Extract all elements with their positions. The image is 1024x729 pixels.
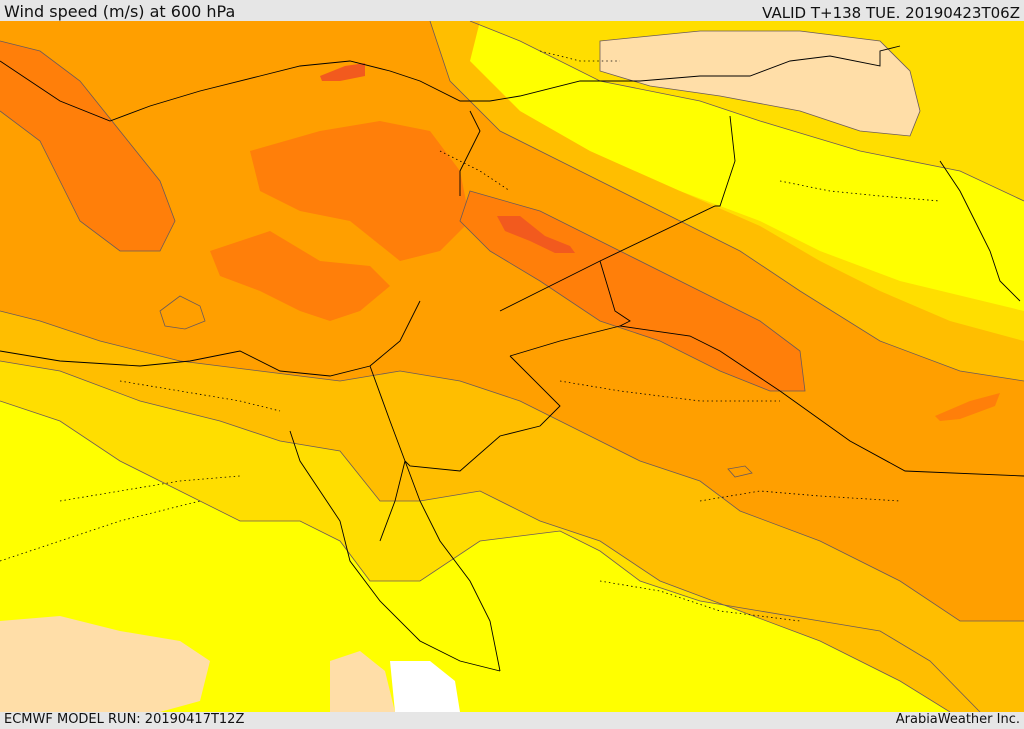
band-light-north (600, 31, 920, 136)
band-dark-orange-central (250, 121, 470, 261)
band-red-orange-patch (497, 216, 575, 253)
band-dark-orange-south (210, 231, 390, 321)
band-light-south (330, 651, 395, 712)
borders (0, 45, 1024, 672)
band-lowest-south (390, 661, 460, 712)
band-light-southwest (0, 616, 210, 712)
band-red-orange-north (320, 63, 365, 81)
band-dark-orange-west (0, 41, 175, 251)
header-bar: Wind speed (m/s) at 600 hPa VALID T+138 … (0, 0, 1024, 22)
wind-speed-map[interactable] (0, 21, 1024, 712)
footer-bar: ECMWF MODEL RUN: 20190417T12Z ArabiaWeat… (0, 712, 1024, 729)
brand-label: ArabiaWeather Inc. (895, 712, 1020, 727)
map-canvas (0, 21, 1024, 712)
province-lines (0, 50, 941, 622)
contour-lines (0, 21, 1024, 712)
map-title: Wind speed (m/s) at 600 hPa (4, 2, 236, 21)
band-dark-orange-far-east (935, 393, 1000, 421)
valid-time: VALID T+138 TUE. 20190423T06Z (762, 4, 1020, 22)
model-run-label: ECMWF MODEL RUN: 20190417T12Z (4, 712, 245, 727)
